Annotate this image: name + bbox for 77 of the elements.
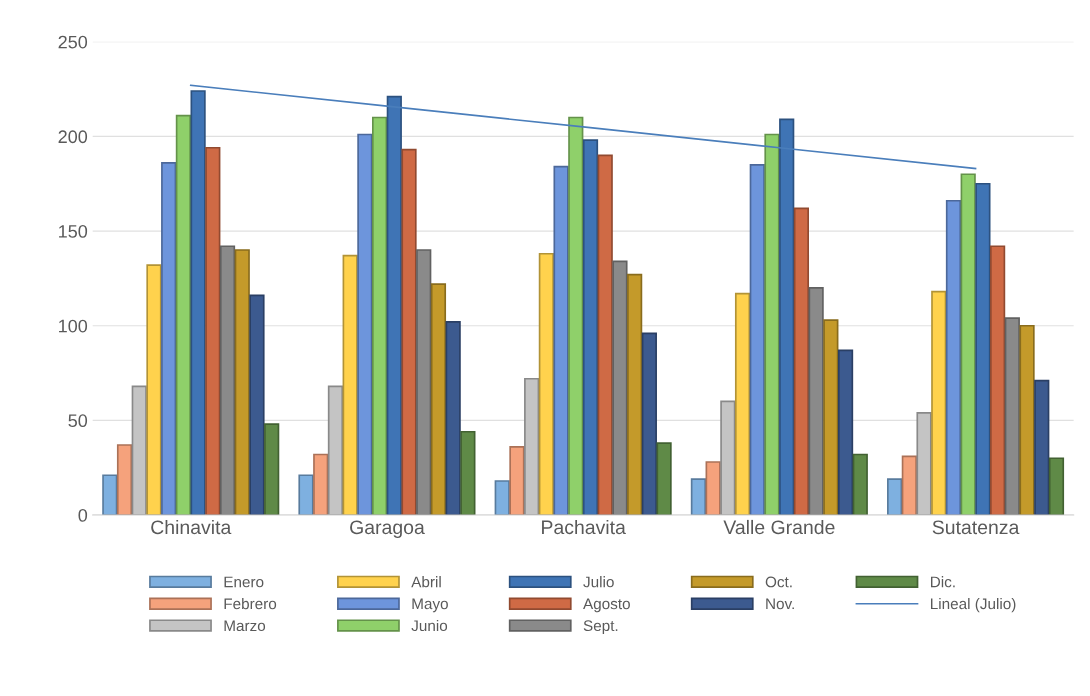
bar (656, 442, 672, 516)
legend-label: Marzo (224, 620, 266, 632)
bar (460, 430, 476, 516)
bar (175, 114, 191, 516)
bar (264, 423, 280, 516)
x-tick-label: Chinavita (151, 519, 232, 535)
bar (931, 290, 947, 516)
bar (568, 116, 584, 516)
bar (764, 133, 780, 516)
bar (705, 461, 721, 516)
bar (837, 349, 854, 516)
legend-label: Julio (583, 576, 614, 588)
legend-label: Enero (224, 576, 264, 588)
y-tick-label: 200 (58, 130, 88, 144)
bar (146, 264, 162, 516)
y-tick-label: 100 (59, 319, 88, 333)
bar (357, 133, 373, 516)
bar (734, 292, 751, 516)
bar (990, 245, 1006, 516)
bar (887, 478, 903, 516)
bar (430, 283, 447, 516)
bar (190, 90, 206, 516)
bar (445, 321, 461, 516)
bar (1004, 317, 1020, 516)
bar (901, 455, 917, 516)
y-tick-label: 150 (59, 225, 88, 238)
bar (612, 260, 628, 516)
bar (371, 116, 388, 516)
bar (494, 480, 510, 516)
bar (116, 444, 133, 516)
bar (416, 249, 432, 516)
bar (538, 252, 554, 516)
bar (1034, 379, 1050, 516)
bar (219, 245, 236, 516)
y-tick-label: 250 (58, 35, 88, 49)
legend-label: Dic. (931, 576, 955, 588)
y-tick-label: 50 (68, 414, 88, 428)
legend-label: Abril (411, 576, 441, 588)
bar (975, 182, 991, 516)
bar (161, 162, 177, 516)
bar (945, 199, 962, 516)
bar (234, 249, 250, 516)
legend-label: Nov. (766, 598, 794, 610)
x-tick-label: Garagoa (350, 520, 425, 539)
bar (808, 287, 824, 516)
legend-label: Agosto (583, 598, 630, 613)
bar (641, 332, 657, 516)
bar (823, 319, 839, 516)
legend-label: Oct. (765, 576, 792, 588)
bar (205, 146, 221, 516)
legend-label: Mayo (412, 598, 448, 613)
bar (509, 446, 525, 516)
bar (627, 273, 643, 516)
bar (102, 474, 118, 516)
bar (690, 478, 707, 516)
bar (960, 173, 976, 516)
bar (249, 294, 265, 516)
y-tick-label: 0 (78, 508, 88, 522)
legend-label: Febrero (224, 598, 277, 610)
bar (1048, 457, 1065, 516)
bar (749, 163, 765, 516)
legend-label: Lineal (Julio) (931, 598, 1016, 613)
bar (313, 453, 329, 516)
bar (852, 453, 868, 516)
x-tick-label: Pachavita (542, 519, 626, 535)
bar (298, 474, 314, 516)
bar (597, 154, 613, 516)
bar (553, 165, 569, 516)
bar (793, 207, 810, 516)
bar (582, 139, 599, 516)
legend-label: Junio (411, 619, 448, 632)
x-tick-label: Sutatenza (932, 520, 1020, 535)
bar (342, 254, 358, 516)
x-tick-label: Valle Grande (723, 519, 835, 535)
bar (401, 148, 417, 516)
bar (1019, 324, 1035, 516)
legend-label: Sept. (583, 620, 618, 635)
